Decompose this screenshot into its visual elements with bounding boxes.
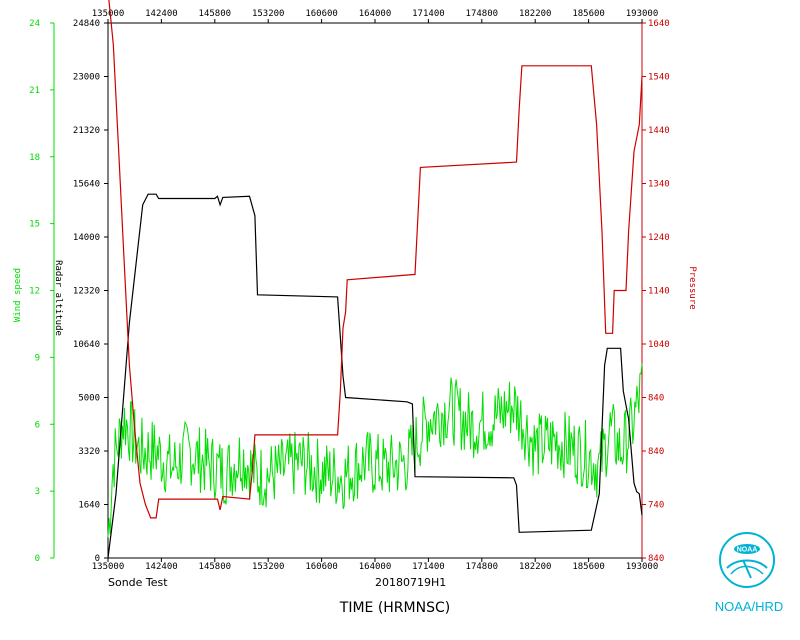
svg-text:NOAA: NOAA [737, 547, 758, 554]
y-tick-label: 1640 [78, 501, 100, 511]
y-tick-label: 840 [648, 394, 664, 404]
x-tick-label: 145800 [199, 562, 232, 572]
y-tick-label: 1340 [648, 180, 670, 190]
x-tick-label-top: 185600 [572, 9, 605, 19]
y-tick-label: 14000 [73, 233, 100, 243]
x-tick-label-top: 171400 [412, 9, 445, 19]
x-tick-label-top: 182200 [519, 9, 552, 19]
x-tick-label-top: 174800 [466, 9, 499, 19]
y-tick-label: 15 [29, 220, 40, 230]
x-tick-label: 185600 [572, 562, 605, 572]
x-tick-label: 164000 [359, 562, 392, 572]
x-tick-label-top: 135000 [92, 9, 125, 19]
noaa-logo: NOAA [720, 533, 774, 587]
y-tick-label: 1240 [648, 233, 670, 243]
y-tick-label: 1140 [648, 287, 670, 297]
y-tick-label: 24 [29, 19, 40, 29]
x-tick-label-top: 142400 [145, 9, 178, 19]
y-tick-label: 3 [35, 487, 40, 497]
x-tick-label-top: 160600 [305, 9, 338, 19]
x-axis-title: TIME (HRMNSC) [339, 600, 450, 616]
pressure-axis-title: Pressure [687, 266, 697, 309]
y-tick-label: 840 [648, 447, 664, 457]
y-tick-label: 23000 [73, 73, 100, 83]
series-line-radar-altitude [108, 194, 642, 558]
y-tick-label: 9 [35, 353, 40, 363]
y-tick-label: 18 [29, 153, 40, 163]
x-tick-label-top: 164000 [359, 9, 392, 19]
y-tick-label: 1640 [648, 19, 670, 29]
x-tick-label: 135000 [92, 562, 125, 572]
y-tick-label: 1540 [648, 73, 670, 83]
x-tick-label: 171400 [412, 562, 445, 572]
series-group [108, 0, 642, 558]
y-tick-label: 21320 [73, 126, 100, 136]
y-tick-label: 15640 [73, 180, 100, 190]
x-tick-label: 193000 [626, 562, 659, 572]
x-tick-label: 142400 [145, 562, 178, 572]
footer-date-label: 20180719H1 [375, 576, 446, 589]
y-tick-label: 3320 [78, 447, 100, 457]
y-tick-label: 24840 [73, 19, 100, 29]
x-tick-label-top: 145800 [199, 9, 232, 19]
y-tick-label: 21 [29, 86, 40, 96]
x-tick-label: 174800 [466, 562, 499, 572]
y-tick-label: 12320 [73, 287, 100, 297]
series-line-wind-speed [108, 364, 642, 538]
wind-axis-ticks: 0 3 6 9 12 15 18 21 24 [29, 19, 54, 564]
y-tick-label: 1040 [648, 340, 670, 350]
x-tick-label: 153200 [252, 562, 285, 572]
x-tick-label-top: 193000 [626, 9, 659, 19]
footer-left-label: Sonde Test [108, 576, 168, 589]
noaa-hrd-label: NOAA/HRD [715, 599, 784, 614]
x-tick-label: 182200 [519, 562, 552, 572]
series-line-pressure [108, 0, 642, 518]
y-tick-label: 1440 [648, 126, 670, 136]
wind-axis-title: Wind speed [13, 268, 23, 322]
y-tick-label: 740 [648, 501, 664, 511]
y-tick-label: 6 [35, 420, 40, 430]
y-tick-label: 10640 [73, 340, 100, 350]
altitude-axis-title: Radar altitude [53, 260, 63, 336]
y-tick-label: 0 [35, 554, 40, 564]
y-tick-label: 5000 [78, 394, 100, 404]
y-tick-label: 12 [29, 287, 40, 297]
x-tick-label-top: 153200 [252, 9, 285, 19]
x-tick-label: 160600 [305, 562, 338, 572]
altitude-axis-ticks: 0164033205000106401232014000156402132023… [73, 19, 108, 564]
